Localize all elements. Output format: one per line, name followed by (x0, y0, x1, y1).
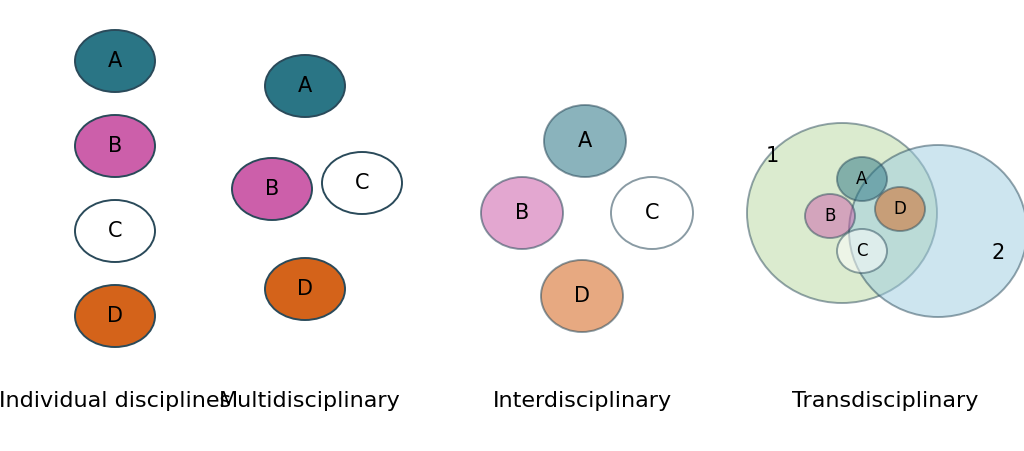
Ellipse shape (541, 260, 623, 332)
Ellipse shape (874, 187, 925, 231)
Ellipse shape (265, 258, 345, 320)
Text: D: D (894, 200, 906, 218)
Text: D: D (106, 306, 123, 326)
Text: D: D (297, 279, 313, 299)
Text: Transdisciplinary: Transdisciplinary (792, 391, 978, 411)
Text: C: C (354, 173, 370, 193)
Text: A: A (578, 131, 592, 151)
Text: 1: 1 (765, 146, 778, 166)
Ellipse shape (544, 105, 626, 177)
Text: Interdisciplinary: Interdisciplinary (493, 391, 672, 411)
Text: B: B (515, 203, 529, 223)
Text: C: C (645, 203, 659, 223)
Text: Multidisciplinary: Multidisciplinary (219, 391, 400, 411)
Ellipse shape (805, 194, 855, 238)
Ellipse shape (75, 285, 155, 347)
Text: B: B (824, 207, 836, 225)
Text: 2: 2 (991, 243, 1005, 263)
Text: Individual disciplines: Individual disciplines (0, 391, 231, 411)
Text: B: B (108, 136, 122, 156)
Text: A: A (108, 51, 122, 71)
Ellipse shape (849, 145, 1024, 317)
Ellipse shape (75, 115, 155, 177)
Text: C: C (856, 242, 867, 260)
Ellipse shape (837, 157, 887, 201)
Text: B: B (265, 179, 280, 199)
Ellipse shape (837, 229, 887, 273)
Ellipse shape (75, 200, 155, 262)
Text: D: D (574, 286, 590, 306)
Text: A: A (298, 76, 312, 96)
Ellipse shape (322, 152, 402, 214)
Text: A: A (856, 170, 867, 188)
Ellipse shape (746, 123, 937, 303)
Ellipse shape (611, 177, 693, 249)
Ellipse shape (481, 177, 563, 249)
Ellipse shape (75, 30, 155, 92)
Ellipse shape (265, 55, 345, 117)
Text: C: C (108, 221, 122, 241)
Ellipse shape (232, 158, 312, 220)
